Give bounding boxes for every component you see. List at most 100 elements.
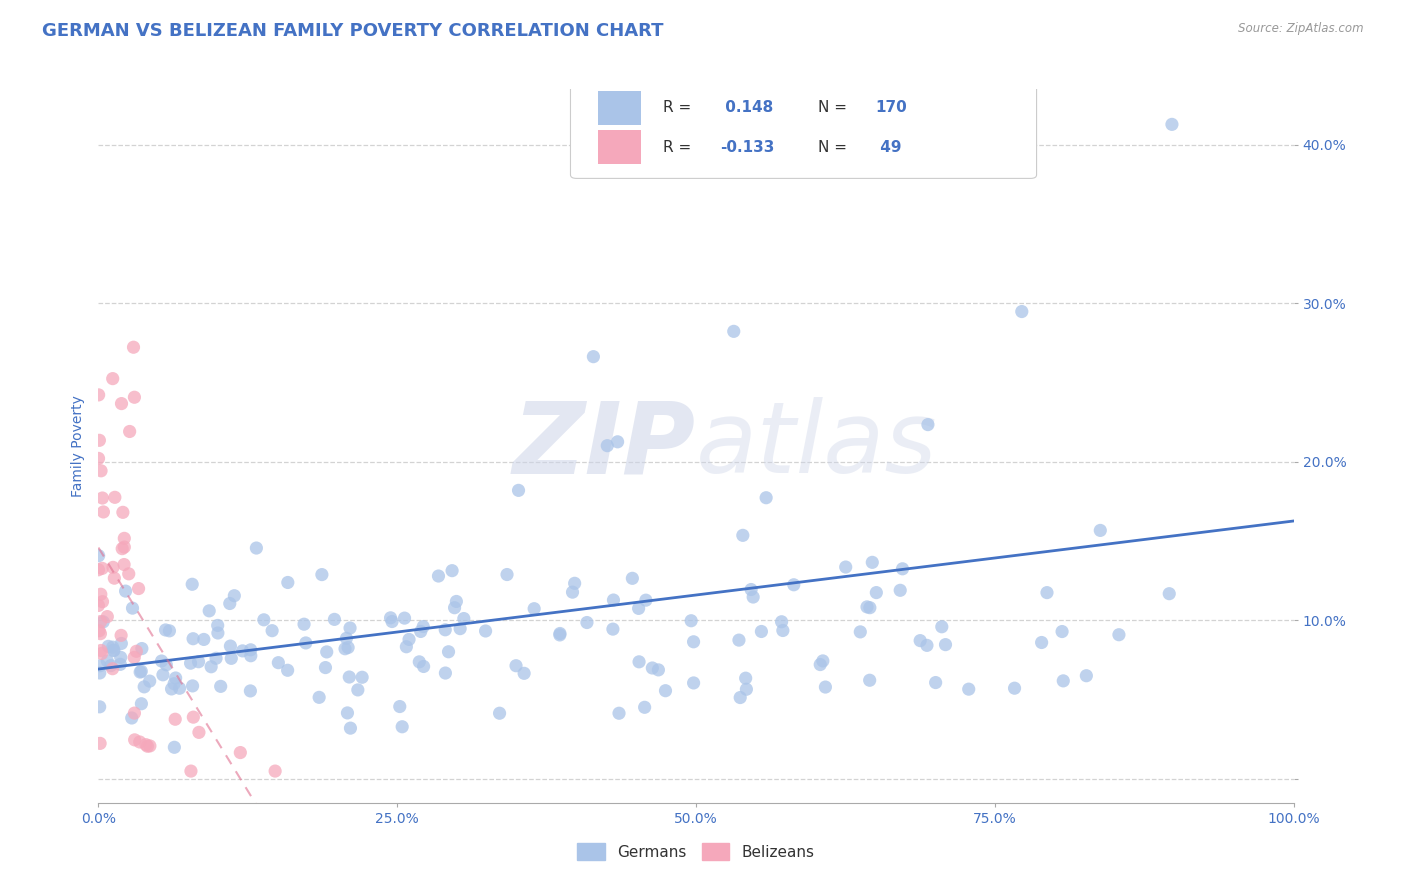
Point bbox=[596, 439, 619, 453]
Point bbox=[488, 706, 510, 721]
Point bbox=[91, 595, 114, 609]
Point bbox=[523, 601, 546, 615]
Point bbox=[292, 617, 315, 632]
Point bbox=[155, 623, 177, 637]
Point bbox=[118, 425, 141, 439]
Point bbox=[772, 624, 794, 638]
Point bbox=[1090, 524, 1112, 538]
Point bbox=[110, 628, 132, 642]
Point bbox=[163, 740, 186, 755]
Point bbox=[89, 665, 111, 680]
Point bbox=[352, 670, 374, 684]
FancyBboxPatch shape bbox=[571, 75, 1036, 178]
Point bbox=[262, 624, 284, 638]
Point bbox=[87, 563, 110, 577]
Point bbox=[548, 628, 571, 642]
Point bbox=[1076, 669, 1098, 683]
Point bbox=[103, 571, 125, 585]
Point bbox=[734, 671, 756, 685]
Point bbox=[91, 561, 114, 575]
Point bbox=[87, 451, 110, 466]
Point bbox=[187, 725, 209, 739]
Point bbox=[110, 636, 132, 650]
Point bbox=[337, 640, 360, 655]
Point bbox=[90, 647, 112, 661]
Point bbox=[160, 681, 183, 696]
Point bbox=[89, 624, 111, 638]
Point bbox=[232, 644, 254, 658]
Point bbox=[633, 700, 655, 714]
Point bbox=[165, 671, 187, 685]
Point bbox=[808, 657, 831, 672]
Point bbox=[682, 634, 704, 648]
Point bbox=[561, 585, 583, 599]
Point bbox=[163, 677, 186, 691]
Text: 49: 49 bbox=[876, 139, 901, 154]
Point bbox=[253, 613, 276, 627]
Point bbox=[165, 712, 187, 726]
Point bbox=[728, 690, 751, 705]
Point bbox=[388, 699, 411, 714]
Point bbox=[121, 711, 143, 725]
Point bbox=[391, 720, 413, 734]
Point bbox=[731, 528, 754, 542]
Point bbox=[398, 632, 420, 647]
Point bbox=[87, 549, 110, 563]
Point bbox=[90, 587, 112, 601]
Point bbox=[751, 624, 773, 639]
Point bbox=[89, 699, 111, 714]
Point bbox=[336, 706, 359, 720]
Point bbox=[337, 670, 360, 684]
Point bbox=[865, 585, 887, 599]
Point bbox=[239, 642, 262, 657]
Point bbox=[112, 540, 135, 554]
Point bbox=[315, 645, 337, 659]
Point bbox=[90, 464, 112, 478]
Point bbox=[513, 666, 536, 681]
Point bbox=[1004, 162, 1026, 177]
Point bbox=[1108, 628, 1130, 642]
Point bbox=[564, 576, 586, 591]
Point bbox=[110, 396, 132, 410]
Point bbox=[129, 665, 152, 679]
Point bbox=[124, 706, 146, 720]
Point bbox=[335, 632, 357, 646]
Point bbox=[381, 615, 404, 629]
Point bbox=[1161, 117, 1184, 131]
Point bbox=[87, 599, 110, 613]
Text: R =: R = bbox=[662, 139, 696, 154]
Text: GERMAN VS BELIZEAN FAMILY POVERTY CORRELATION CHART: GERMAN VS BELIZEAN FAMILY POVERTY CORREL… bbox=[42, 22, 664, 40]
Point bbox=[1036, 585, 1059, 599]
Point bbox=[124, 390, 146, 404]
Point bbox=[311, 567, 333, 582]
Point bbox=[770, 615, 793, 629]
Point bbox=[505, 658, 527, 673]
Point bbox=[575, 615, 598, 630]
Point bbox=[207, 626, 229, 640]
Point bbox=[209, 679, 232, 693]
Point bbox=[264, 764, 287, 778]
Point bbox=[453, 611, 475, 625]
Point bbox=[218, 597, 240, 611]
Point bbox=[783, 578, 806, 592]
Point bbox=[1004, 681, 1026, 696]
Point bbox=[474, 624, 496, 638]
Point bbox=[229, 746, 252, 760]
Point bbox=[96, 654, 118, 668]
Point bbox=[131, 697, 153, 711]
Point bbox=[122, 340, 145, 354]
Point bbox=[849, 624, 872, 639]
Point bbox=[104, 491, 127, 505]
Point bbox=[859, 673, 882, 688]
Point bbox=[89, 658, 111, 673]
Point bbox=[508, 483, 530, 498]
Point bbox=[740, 582, 762, 597]
Point bbox=[380, 611, 402, 625]
Legend: Germans, Belizeans: Germans, Belizeans bbox=[571, 837, 821, 866]
Point bbox=[437, 645, 460, 659]
Point bbox=[121, 601, 143, 615]
Point bbox=[111, 505, 134, 519]
Point bbox=[934, 638, 956, 652]
Point bbox=[408, 655, 430, 669]
Point bbox=[496, 567, 519, 582]
